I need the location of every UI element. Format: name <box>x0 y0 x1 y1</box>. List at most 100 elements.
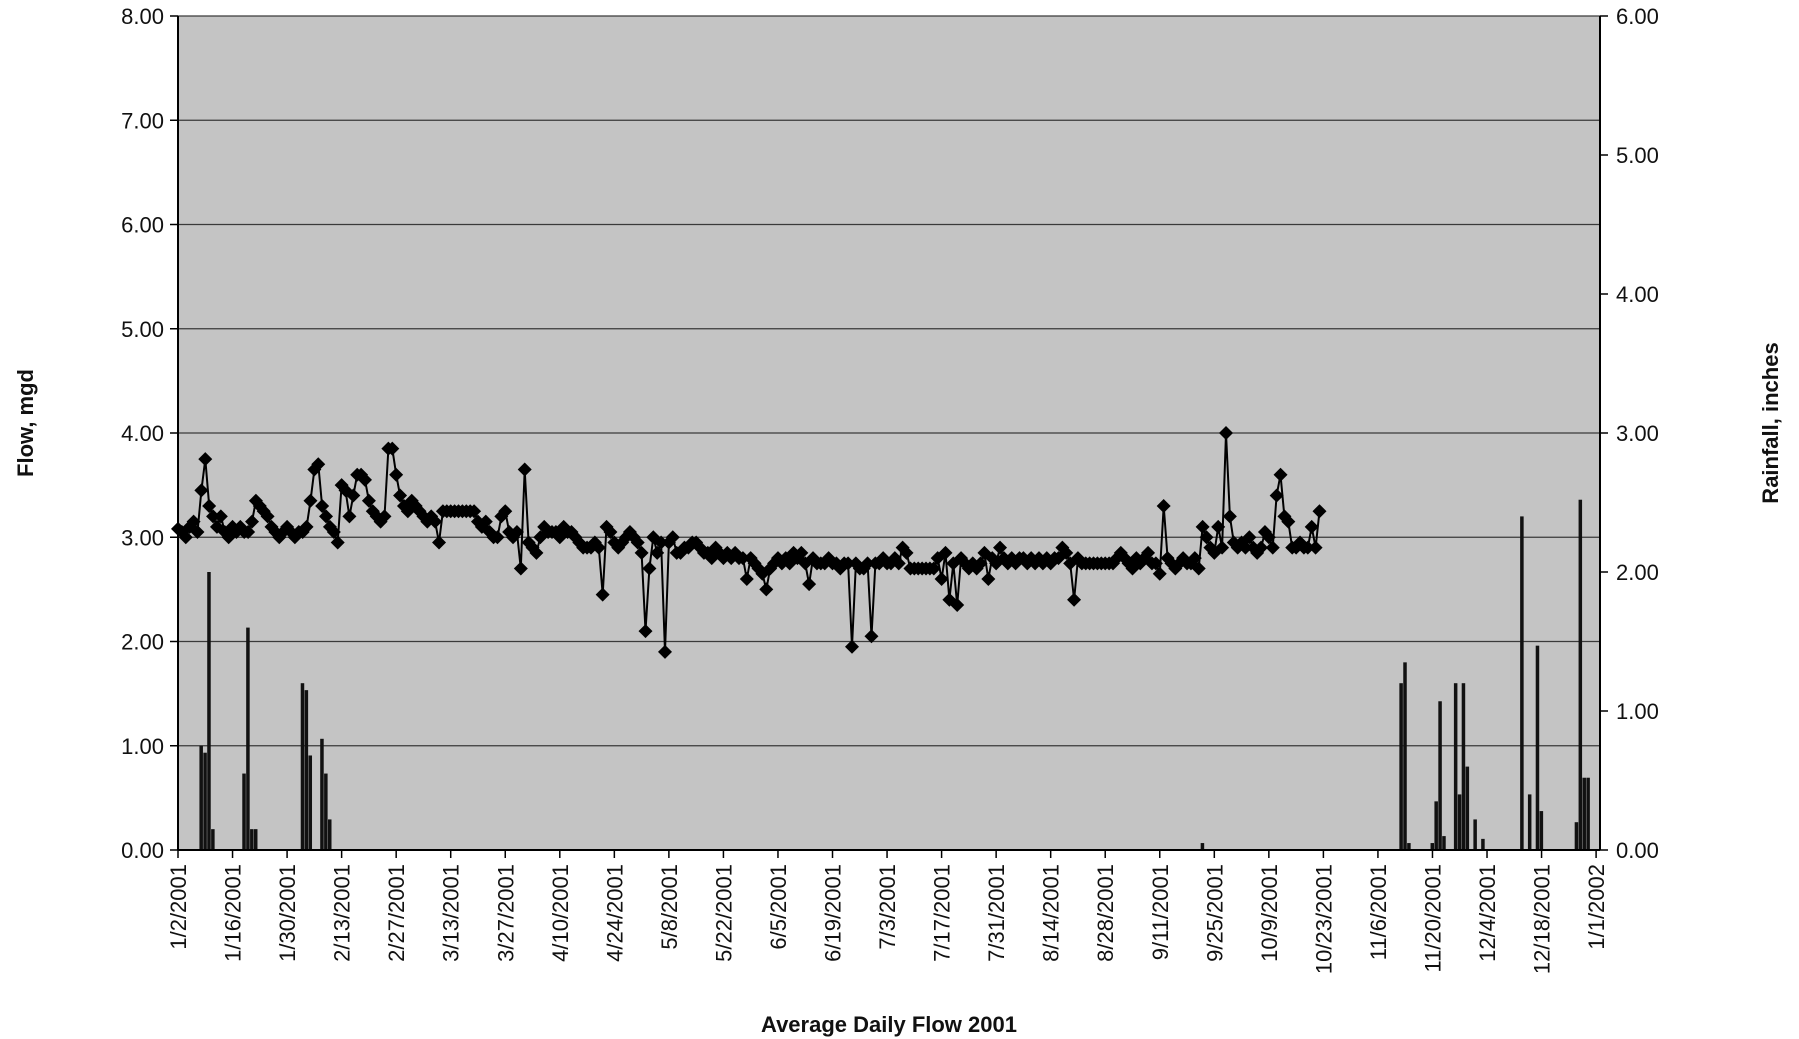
x-tick-label: 7/17/2001 <box>930 864 955 962</box>
x-tick-label: 1/30/2001 <box>275 864 300 962</box>
flow-point <box>1265 540 1280 555</box>
rainfall-bar <box>1473 819 1477 850</box>
rainfall-bar <box>1465 766 1470 850</box>
flow-point <box>1215 540 1230 555</box>
flow-point <box>638 624 653 639</box>
x-tick-label: 5/22/2001 <box>711 864 736 962</box>
y2-tick-label: 0.00 <box>1616 838 1659 863</box>
flow-point <box>517 462 532 477</box>
x-tick-label: 10/23/2001 <box>1311 864 1336 974</box>
y2-tick-label: 6.00 <box>1616 4 1659 29</box>
flow-point <box>1300 540 1315 555</box>
flow-point <box>1308 540 1323 555</box>
flow-point <box>186 514 201 529</box>
x-tick-label: 6/19/2001 <box>821 864 846 962</box>
x-tick-label: 12/18/2001 <box>1530 864 1555 974</box>
flow-point <box>303 493 318 508</box>
flow-point <box>794 545 809 560</box>
y2-tick-label: 5.00 <box>1616 143 1659 168</box>
flow-point <box>241 525 256 540</box>
rainfall-bar <box>304 690 309 850</box>
flow-point <box>981 571 996 586</box>
flow-point <box>926 561 941 576</box>
flow-point <box>311 457 326 472</box>
y-tick-label: 1.00 <box>121 734 164 759</box>
flow-point <box>190 525 205 540</box>
rainfall-bar <box>1535 645 1540 850</box>
rainfall-bar <box>1457 794 1462 850</box>
y-tick-label: 6.00 <box>121 213 164 238</box>
flow-point <box>248 493 263 508</box>
x-axis-title: Average Daily Flow 2001 <box>761 1012 1017 1037</box>
flow-point <box>377 509 392 524</box>
y2-axis-ticks: 0.00 1.00 2.00 3.00 4.00 5.00 6.00 <box>1600 4 1659 863</box>
rainfall-bar <box>1539 811 1544 850</box>
flow-point <box>1059 545 1074 560</box>
flow-point <box>657 644 672 659</box>
flow-point <box>864 629 879 644</box>
flow-point <box>1269 488 1284 503</box>
flow-point <box>1218 426 1233 440</box>
x-tick-label: 12/4/2001 <box>1475 864 1500 962</box>
y-axis-title: Flow, mgd <box>13 369 38 477</box>
flow-point <box>319 509 334 524</box>
flow-point <box>299 519 314 534</box>
flow-point <box>206 509 221 524</box>
rainfall-bar <box>242 773 246 850</box>
flow-point <box>739 571 754 586</box>
x-tick-label: 8/14/2001 <box>1039 864 1064 962</box>
flow-point <box>326 525 341 540</box>
flow-point <box>529 545 544 560</box>
flow-point <box>393 488 408 503</box>
flow-point <box>342 509 357 524</box>
flow-point <box>202 498 217 513</box>
y-tick-label: 7.00 <box>121 108 164 133</box>
rainfall-bar <box>1586 777 1590 850</box>
flow-point <box>899 545 914 560</box>
rainfall-bar <box>1430 843 1435 850</box>
flow-point <box>1195 519 1210 534</box>
rainfall-bar <box>211 829 215 850</box>
flow-point <box>1254 540 1269 555</box>
x-tick-label: 9/25/2001 <box>1202 864 1227 962</box>
flow-point <box>1312 504 1327 519</box>
x-tick-label: 4/24/2001 <box>602 864 627 962</box>
rainfall-bar <box>320 738 324 850</box>
flow-point <box>385 441 400 456</box>
y2-tick-label: 4.00 <box>1616 282 1659 307</box>
flow-point <box>973 556 988 571</box>
flow-point <box>428 514 443 529</box>
rainfall-bar <box>308 755 313 850</box>
flow-point <box>860 556 875 571</box>
rainfall-bar <box>1527 794 1532 850</box>
rainfall-bar <box>203 752 207 850</box>
flow-point <box>841 556 856 571</box>
y-axis-ticks: 0.00 1.00 2.00 3.00 4.00 5.00 6.00 7.00 8.00 <box>121 4 178 863</box>
flow-point <box>1238 540 1253 555</box>
rainfall-bar <box>1407 843 1411 850</box>
y-tick-label: 3.00 <box>121 525 164 550</box>
flow-series <box>171 426 1327 659</box>
x-tick-label: 3/27/2001 <box>493 864 518 962</box>
y2-axis-title: Rainfall, inches <box>1758 342 1783 503</box>
flow-point <box>498 504 513 519</box>
flow-point <box>802 577 817 592</box>
x-tick-label: 7/31/2001 <box>984 864 1009 962</box>
flow-point <box>361 493 376 508</box>
rainfall-bar <box>246 627 250 850</box>
flow-point <box>260 509 275 524</box>
y-tick-label: 4.00 <box>121 421 164 446</box>
flow-point <box>478 514 493 529</box>
x-tick-label: 5/8/2001 <box>657 864 682 950</box>
flow-point <box>1281 514 1296 529</box>
flow-point <box>1141 545 1156 560</box>
flow-point <box>1187 551 1202 566</box>
rainfall-bar <box>207 572 211 850</box>
x-tick-label: 1/2/2001 <box>166 864 191 950</box>
y2-tick-label: 3.00 <box>1616 421 1659 446</box>
rainfall-bar <box>250 829 254 850</box>
flow-point <box>1067 592 1082 607</box>
flow-point <box>315 498 330 513</box>
rainfall-bar <box>327 819 332 850</box>
